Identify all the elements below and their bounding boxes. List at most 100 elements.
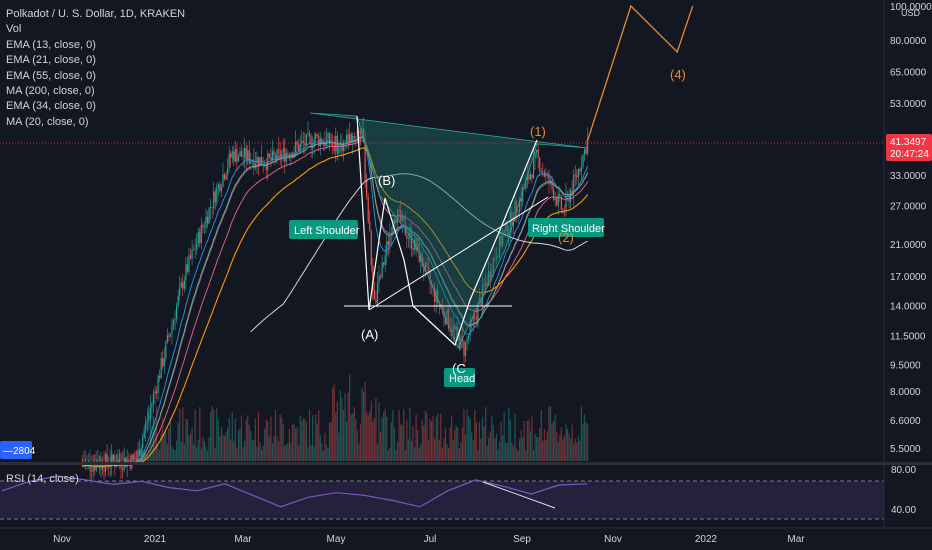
- candle-body: [529, 174, 532, 180]
- candle-body: [183, 280, 185, 289]
- candle-body: [270, 157, 272, 161]
- volume-bar: [97, 449, 99, 461]
- candle-body: [520, 198, 522, 202]
- candle-body: [443, 307, 445, 317]
- candle-body: [168, 335, 170, 337]
- volume-bar: [151, 426, 153, 461]
- candle-body: [256, 156, 258, 164]
- volume-bar: [338, 432, 340, 461]
- volume-bar: [193, 444, 195, 461]
- candle-body: [308, 133, 311, 137]
- candle-body: [162, 358, 164, 367]
- volume-bar: [403, 408, 405, 461]
- candle-body: [582, 154, 584, 168]
- wave-projection-line: [586, 4, 694, 141]
- legend-item[interactable]: MA (200, close, 0): [6, 85, 95, 98]
- candle-body: [517, 211, 519, 213]
- volume-bar: [242, 447, 244, 461]
- candle-body: [242, 156, 244, 158]
- volume-bar: [262, 445, 264, 461]
- pane-separator[interactable]: [0, 462, 932, 465]
- candle-body: [237, 156, 240, 162]
- candle-body: [219, 184, 221, 192]
- volume-bar: [223, 436, 226, 461]
- volume-bar: [315, 414, 317, 461]
- candle-body: [481, 284, 484, 306]
- time-tick-label: Mar: [787, 534, 805, 545]
- volume-bar: [529, 431, 532, 461]
- volume-bar: [488, 437, 490, 461]
- rsi-legend[interactable]: RSI (14, close): [6, 473, 79, 485]
- volume-bar: [379, 431, 382, 461]
- volume-bar: [485, 407, 487, 461]
- volume-bar: [327, 447, 329, 461]
- candle-body: [244, 147, 246, 158]
- candle-body: [568, 194, 570, 203]
- volume-bar: [404, 450, 406, 461]
- legend-item[interactable]: Vol: [6, 23, 22, 36]
- volume-bar: [321, 442, 323, 461]
- volume-bar: [556, 432, 558, 461]
- volume-bar: [228, 417, 230, 461]
- volume-bar: [318, 410, 320, 461]
- candle-body: [223, 174, 226, 180]
- candle-body: [208, 207, 210, 224]
- volume-bar: [369, 410, 371, 461]
- volume-bar: [420, 444, 422, 461]
- volume-bar: [545, 440, 547, 461]
- candle-body: [230, 153, 232, 158]
- legend-title[interactable]: Polkadot / U. S. Dollar, 1D, KRAKEN: [6, 8, 186, 20]
- volume-bar: [176, 440, 178, 461]
- candle-body: [231, 151, 233, 158]
- volume-bar: [86, 455, 88, 461]
- volume-bar: [240, 415, 243, 461]
- legend-item[interactable]: MA (20, close, 0): [6, 115, 89, 128]
- candle-body: [188, 255, 190, 272]
- volume-bar: [520, 430, 522, 461]
- candle-body: [577, 169, 579, 178]
- candle-body: [571, 190, 573, 194]
- candle-body: [412, 248, 414, 250]
- legend-item[interactable]: EMA (21, close, 0): [6, 54, 96, 67]
- candle-body: [563, 209, 566, 211]
- legend-item[interactable]: EMA (13, close, 0): [6, 38, 96, 51]
- candle-body: [506, 222, 508, 236]
- price-tick-label: 80.0000: [890, 36, 927, 47]
- candle-body: [163, 358, 165, 367]
- candle-body: [310, 136, 312, 148]
- volume-bar: [539, 428, 541, 461]
- price-tick-label: 8.0000: [890, 387, 921, 398]
- candle-body: [475, 317, 477, 320]
- legend-item[interactable]: EMA (55, close, 0): [6, 69, 96, 82]
- volume-bar: [311, 414, 314, 461]
- candle-body: [315, 133, 317, 140]
- candle-body: [152, 393, 155, 404]
- last-price-badge[interactable]: [886, 134, 932, 161]
- rsi-line: [1, 475, 588, 508]
- candle-body: [480, 297, 482, 306]
- price-tick-label: 17.0000: [890, 272, 927, 283]
- price-tick-label: 14.0000: [890, 302, 927, 313]
- candle-body: [142, 437, 144, 449]
- volume-bar: [304, 419, 306, 461]
- candle-body: [505, 222, 507, 231]
- candle-body: [576, 175, 578, 178]
- candle-body: [446, 309, 448, 324]
- volume-bar: [152, 415, 155, 461]
- volume-bar: [577, 435, 579, 461]
- candle-body: [172, 320, 175, 326]
- candle-body: [573, 174, 575, 194]
- price-tick-label: 21.0000: [890, 240, 927, 251]
- candle-body: [202, 224, 204, 228]
- volume-bar: [350, 414, 352, 461]
- candle-body: [378, 276, 380, 283]
- candle-body: [441, 306, 443, 308]
- volume-bar: [291, 424, 294, 461]
- candle-body: [362, 128, 365, 142]
- volume-bar: [333, 383, 335, 461]
- volume-bar: [579, 440, 581, 461]
- candle-body: [276, 148, 278, 160]
- legend-item[interactable]: EMA (34, close, 0): [6, 100, 96, 113]
- candle-body: [98, 466, 100, 469]
